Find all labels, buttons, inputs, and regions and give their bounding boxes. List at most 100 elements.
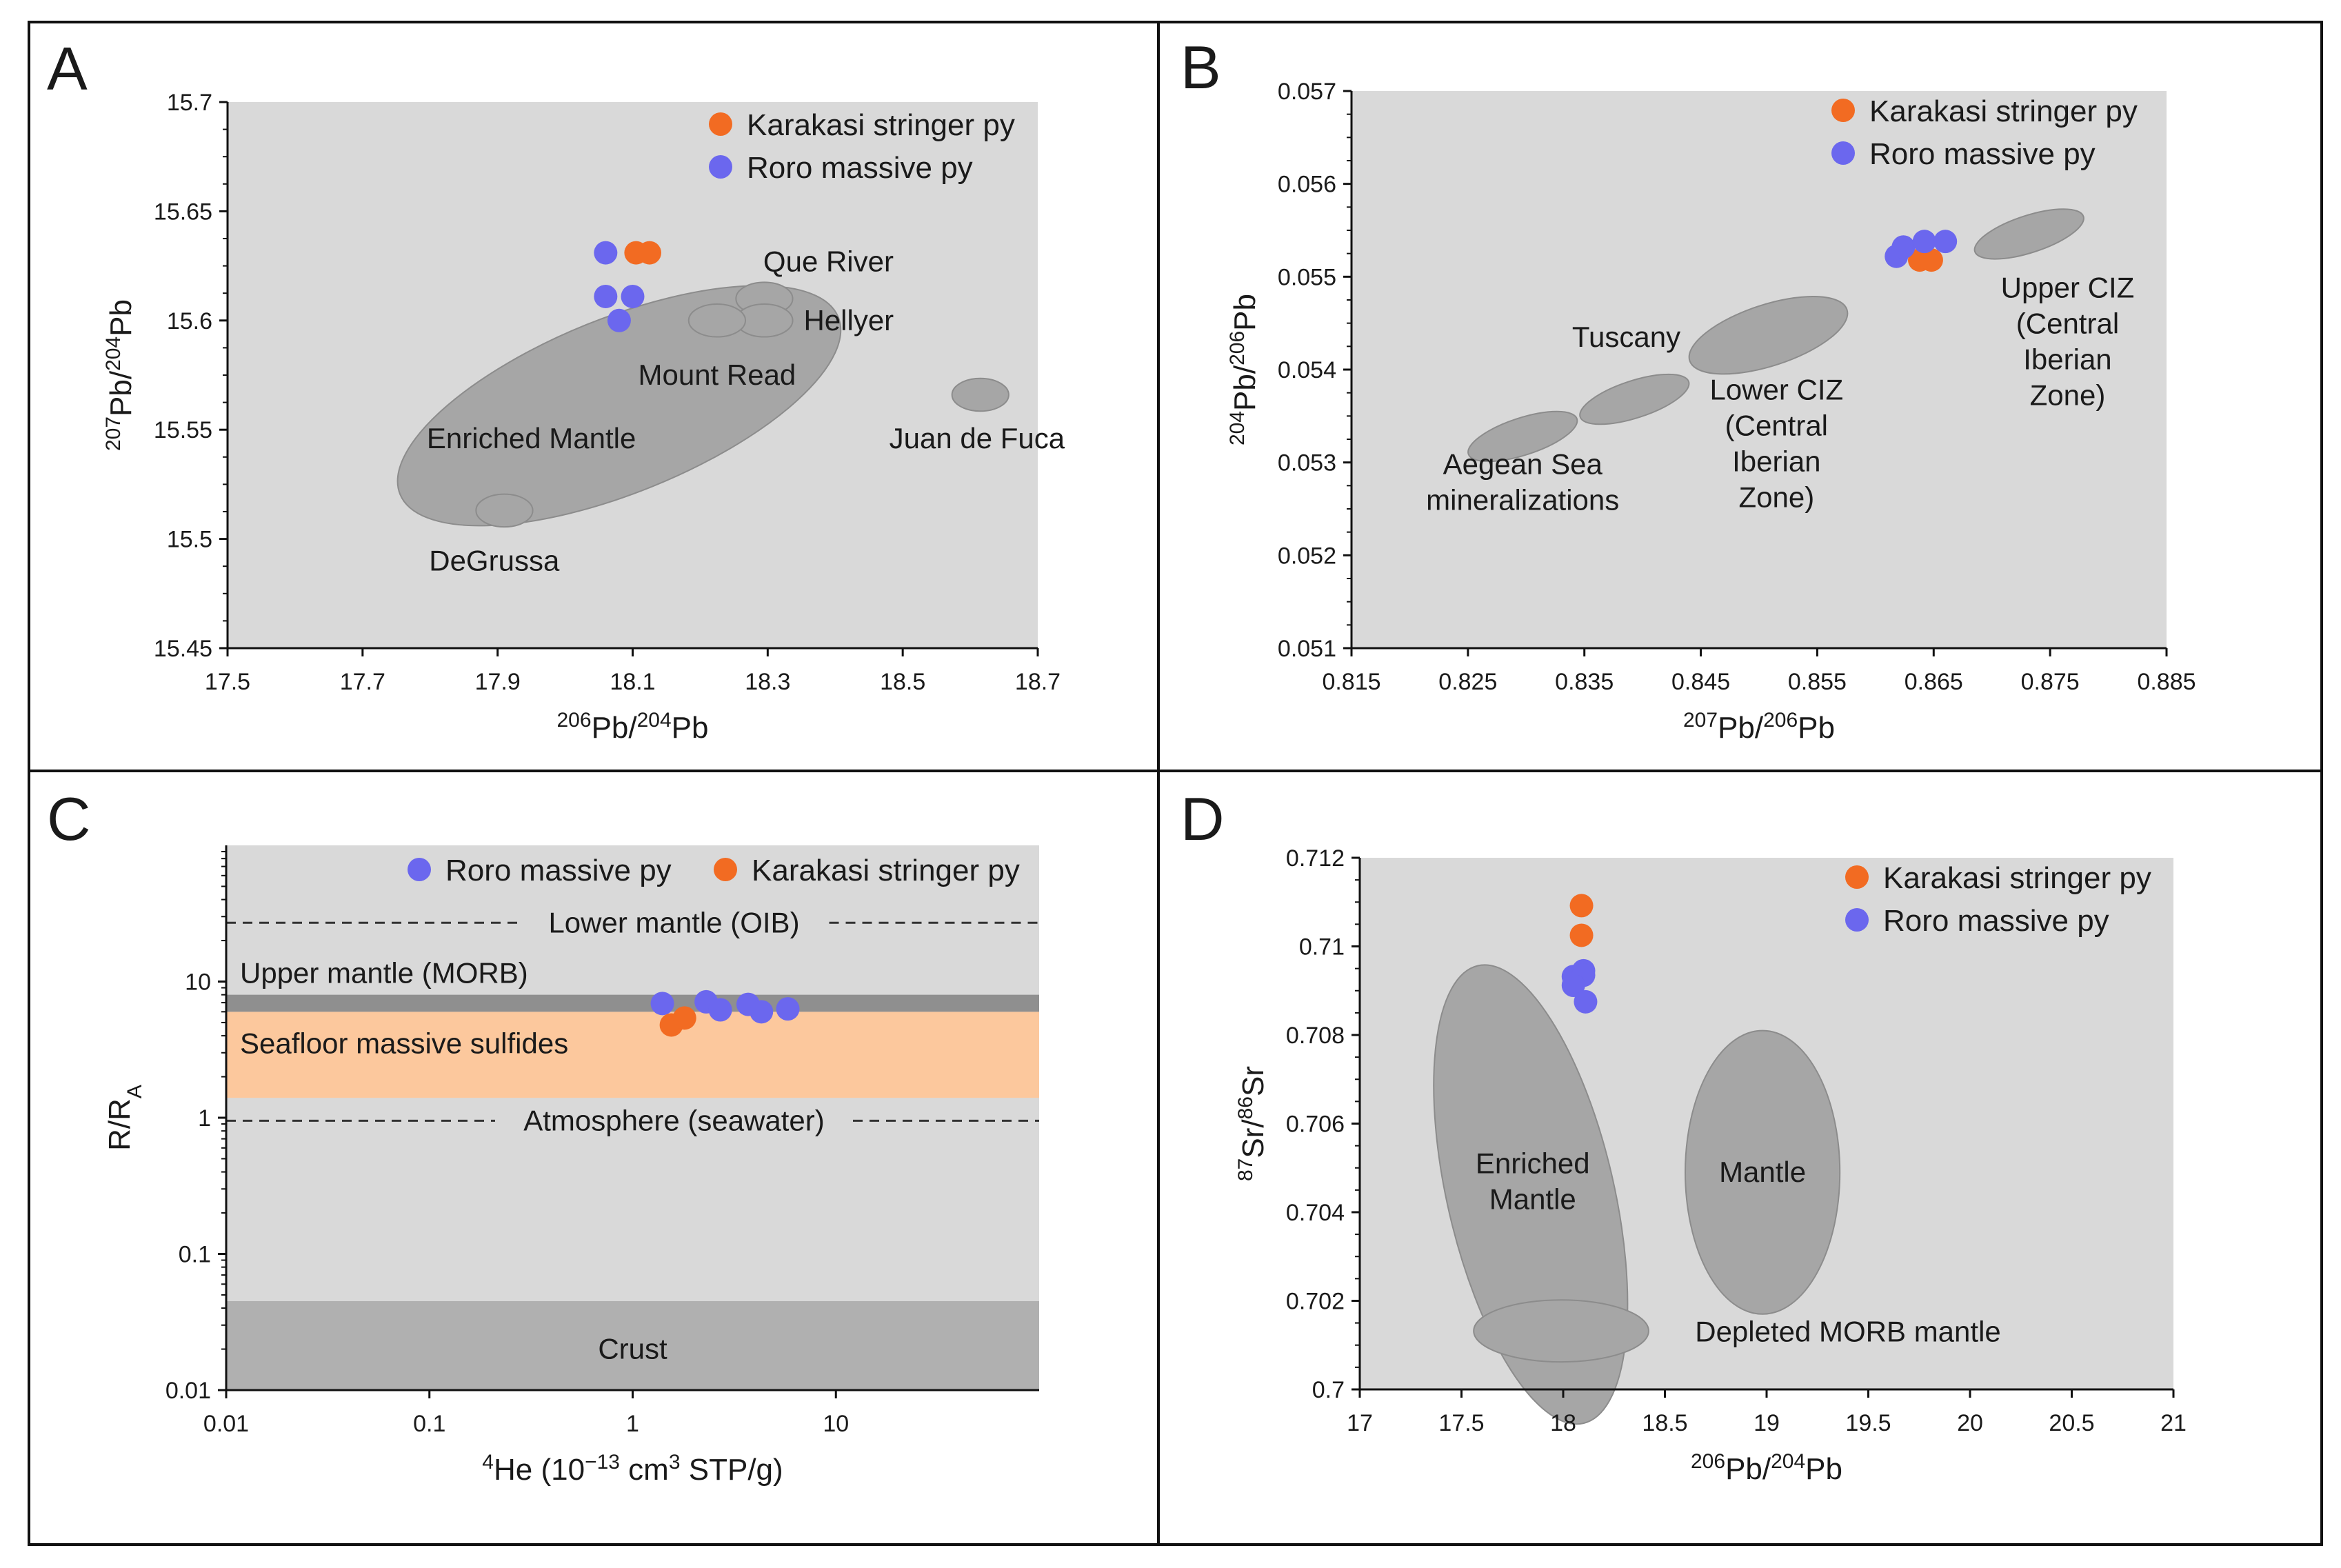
x-tick-label: 20 bbox=[1957, 1410, 1983, 1436]
y-tick-label: 0.053 bbox=[1278, 450, 1336, 476]
legend-label: Karakasi stringer py bbox=[752, 854, 1020, 887]
annotation-a-4: Juan de Fuca bbox=[890, 422, 1065, 454]
field-juan-de-fuca bbox=[951, 377, 1009, 412]
data-point-roro-massive-py bbox=[1561, 974, 1585, 998]
legend-label: Karakasi stringer py bbox=[1883, 861, 2151, 895]
x-axis-label: 4He (10−13 cm3 STP/g) bbox=[482, 1451, 783, 1487]
x-tick-label: 17.9 bbox=[475, 669, 521, 695]
y-axis-label-text: 207Pb/204Pb bbox=[102, 299, 139, 451]
y-tick-label: 0.052 bbox=[1278, 543, 1336, 569]
y-axis-label: R/RA bbox=[103, 1085, 146, 1151]
annotation-b-0: mineralizations bbox=[1426, 483, 1619, 516]
y-tick-label: 0.056 bbox=[1278, 172, 1336, 198]
annotation-b-2: Iberian bbox=[1732, 445, 1820, 478]
y-tick-label: 0.71 bbox=[1299, 934, 1345, 961]
data-point-karakasi-stringer-py bbox=[1569, 923, 1594, 947]
legend-marker bbox=[1845, 865, 1869, 889]
y-tick-label: 0.055 bbox=[1278, 264, 1336, 290]
y-axis-label: 87Sr/86Sr bbox=[1234, 1066, 1271, 1181]
y-tick-label: 1 bbox=[198, 1105, 211, 1132]
annotation-a-2: Hellyer bbox=[803, 304, 894, 336]
x-tick-label: 19.5 bbox=[1845, 1410, 1891, 1436]
y-axis-label-base2: Sr bbox=[1236, 1066, 1270, 1096]
data-point-roro-massive-py bbox=[594, 241, 618, 265]
x-axis-label-base2: Pb bbox=[1805, 1452, 1842, 1486]
y-axis-label-base1: Pb/ bbox=[1228, 365, 1262, 411]
legend-marker bbox=[1845, 908, 1869, 932]
annotation-b-3: Upper CIZ bbox=[2001, 271, 2135, 303]
x-axis-label-sup1: 206 bbox=[557, 709, 592, 732]
annotation-a-1: Que River bbox=[763, 245, 894, 277]
y-axis-label-text: 87Sr/86Sr bbox=[1234, 1066, 1271, 1181]
x-axis-label-text: 206Pb/204Pb bbox=[557, 709, 709, 745]
x-axis-label: 206Pb/204Pb bbox=[557, 709, 709, 745]
data-point-roro-massive-py bbox=[708, 998, 732, 1022]
y-tick-label: 15.65 bbox=[154, 199, 212, 225]
reference-line-label: Atmosphere (seawater) bbox=[523, 1104, 825, 1136]
x-axis-label-sup1: 4 bbox=[482, 1451, 494, 1474]
plot-background bbox=[226, 845, 1039, 1390]
panel-label-c: C bbox=[47, 785, 91, 853]
field-lower-ciz-central-iberian-zone- bbox=[1688, 295, 1849, 375]
x-axis-label-base2: cm bbox=[620, 1453, 669, 1487]
band-seafloor-massive-sulfides bbox=[226, 1012, 1039, 1098]
data-point-roro-massive-py bbox=[594, 284, 618, 308]
y-tick-label: 15.45 bbox=[154, 636, 212, 662]
x-tick-label: 18.3 bbox=[745, 669, 790, 695]
x-tick-label: 19 bbox=[1754, 1410, 1780, 1436]
legend-label: Karakasi stringer py bbox=[747, 108, 1015, 142]
x-tick-label: 21 bbox=[2160, 1410, 2187, 1436]
x-tick-label: 0.815 bbox=[1322, 669, 1380, 695]
chart-panel-c: C Lower mantle (OIB) Atmosphere (seawater)… bbox=[47, 785, 1039, 1487]
y-tick-label: 0.01 bbox=[165, 1378, 211, 1404]
y-tick-label: 15.7 bbox=[167, 90, 212, 116]
x-tick-label: 10 bbox=[823, 1411, 849, 1437]
y-tick-label: 0.7 bbox=[1312, 1377, 1345, 1403]
annotation-b-1: Tuscany bbox=[1572, 321, 1680, 353]
y-axis-label: 207Pb/204Pb bbox=[102, 299, 139, 451]
annotation-c-2: Crust bbox=[598, 1333, 667, 1365]
legend-label: Roro massive py bbox=[445, 854, 672, 887]
y-axis-label-sub1: A bbox=[123, 1085, 146, 1098]
x-tick-label: 18 bbox=[1550, 1410, 1576, 1436]
y-axis-label-base1: R/R bbox=[103, 1098, 137, 1151]
data-point-roro-massive-py bbox=[750, 1000, 774, 1024]
y-tick-label: 0.057 bbox=[1278, 79, 1336, 105]
y-axis-label-sup1: 204 bbox=[1226, 411, 1249, 445]
data-point-karakasi-stringer-py bbox=[637, 241, 661, 265]
field-mantle bbox=[1685, 1029, 1841, 1315]
annotation-b-3: Zone) bbox=[2030, 379, 2106, 411]
figure-frame bbox=[28, 21, 2323, 1546]
y-axis-label-base1: Pb/ bbox=[104, 370, 138, 416]
x-axis-label-text: 206Pb/204Pb bbox=[1691, 1450, 1842, 1487]
x-tick-label: 18.5 bbox=[1642, 1410, 1687, 1436]
x-tick-label: 0.1 bbox=[413, 1411, 445, 1437]
x-axis-label-sup2: 206 bbox=[1763, 709, 1798, 732]
y-tick-label: 0.1 bbox=[179, 1242, 211, 1268]
field-depleted-morb-mantle bbox=[1473, 1299, 1649, 1363]
y-axis-label-sup2: 206 bbox=[1226, 331, 1249, 365]
x-axis-label: 207Pb/206Pb bbox=[1683, 709, 1835, 745]
field-tuscany bbox=[1579, 373, 1690, 425]
x-axis-label-sup3: 3 bbox=[669, 1451, 681, 1474]
annotation-b-0: Aegean Sea bbox=[1443, 448, 1603, 480]
annotation-d-1: Mantle bbox=[1719, 1156, 1806, 1188]
y-tick-label: 0.702 bbox=[1286, 1289, 1345, 1315]
x-axis-label-sup2: 204 bbox=[637, 709, 672, 732]
annotation-b-2: (Central bbox=[1725, 410, 1828, 442]
data-point-karakasi-stringer-py bbox=[1569, 894, 1594, 918]
annotation-b-3: Iberian bbox=[2023, 343, 2111, 375]
y-tick-label: 10 bbox=[185, 969, 211, 996]
field-upper-ciz-central-iberian-zone- bbox=[1973, 208, 2084, 260]
x-axis-label-text: 4He (10−13 cm3 STP/g) bbox=[482, 1451, 783, 1487]
x-axis-label-base1: He (10 bbox=[494, 1453, 585, 1487]
legend-marker bbox=[709, 112, 732, 136]
data-point-roro-massive-py bbox=[607, 308, 631, 332]
x-tick-label: 18.5 bbox=[880, 669, 925, 695]
y-tick-label: 0.054 bbox=[1278, 357, 1336, 383]
y-axis-label-sup2: 86 bbox=[1234, 1096, 1257, 1119]
x-tick-label: 17 bbox=[1347, 1410, 1373, 1436]
x-axis-label-sup2: −13 bbox=[585, 1451, 620, 1474]
